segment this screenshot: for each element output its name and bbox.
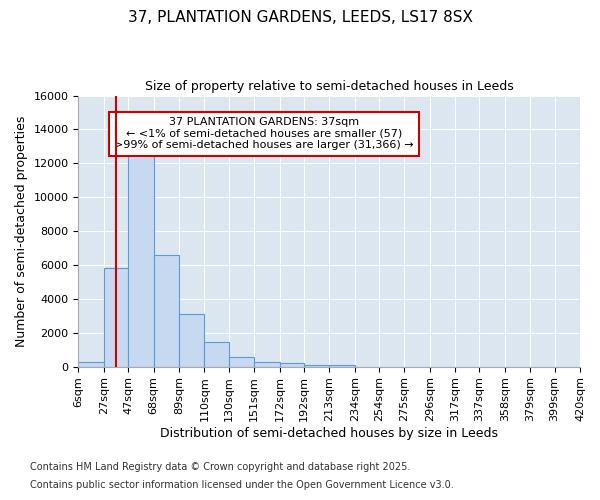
Bar: [79, 362, 104, 366]
Text: Contains public sector information licensed under the Open Government Licence v3: Contains public sector information licen…: [30, 480, 454, 490]
Bar: [329, 365, 355, 366]
Bar: [154, 255, 179, 366]
Text: 37 PLANTATION GARDENS: 37sqm
← <1% of semi-detached houses are smaller (57)
>99%: 37 PLANTATION GARDENS: 37sqm ← <1% of se…: [114, 117, 414, 150]
Bar: [280, 364, 304, 366]
Title: Size of property relative to semi-detached houses in Leeds: Size of property relative to semi-detach…: [145, 80, 514, 93]
Text: Contains HM Land Registry data © Crown copyright and database right 2025.: Contains HM Land Registry data © Crown c…: [30, 462, 410, 472]
Y-axis label: Number of semi-detached properties: Number of semi-detached properties: [15, 116, 28, 347]
Bar: [104, 268, 128, 366]
X-axis label: Distribution of semi-detached houses by size in Leeds: Distribution of semi-detached houses by …: [160, 427, 498, 440]
Bar: [304, 365, 329, 366]
Text: 37, PLANTATION GARDENS, LEEDS, LS17 8SX: 37, PLANTATION GARDENS, LEEDS, LS17 8SX: [128, 10, 473, 25]
Bar: [128, 144, 154, 366]
Bar: [229, 356, 254, 366]
Bar: [179, 314, 205, 366]
Bar: [254, 362, 280, 366]
Bar: [205, 342, 229, 366]
